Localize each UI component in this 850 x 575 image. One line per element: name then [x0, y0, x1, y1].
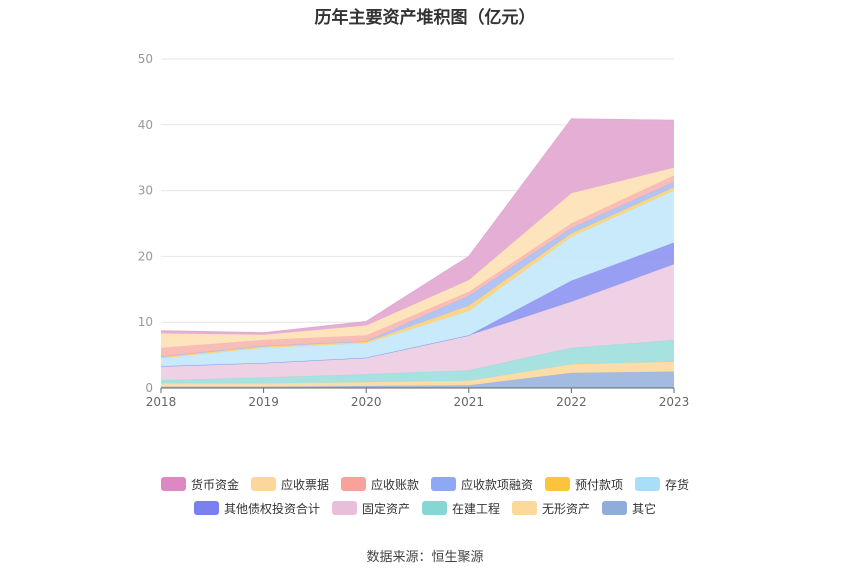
legend-item[interactable]: 其它 [602, 500, 656, 517]
legend-label: 货币资金 [190, 477, 239, 492]
x-tick-label: 2021 [454, 395, 485, 409]
x-tick-label: 2023 [659, 395, 690, 409]
legend-label: 在建工程 [451, 501, 500, 516]
legend-swatch [431, 477, 456, 491]
legend-item[interactable]: 无形资产 [512, 500, 590, 517]
legend-item[interactable]: 预付款项 [545, 476, 623, 493]
legend-swatch [250, 477, 276, 491]
chart-title: 历年主要资产堆积图（亿元） [314, 8, 536, 28]
legend-item[interactable]: 应收票据 [250, 476, 329, 493]
legend-item[interactable]: 在建工程 [421, 500, 500, 517]
legend-swatch [331, 501, 357, 515]
area-series [161, 167, 674, 348]
legend-row-2: 其他债权投资合计 固定资产 在建工程 无形资产 其它 [0, 496, 850, 520]
y-tick-label: 30 [138, 184, 153, 198]
legend-item[interactable]: 存货 [635, 476, 689, 493]
y-tick-label: 20 [138, 249, 153, 263]
legend-item[interactable]: 应收款项融资 [431, 476, 533, 493]
legend-row-1: 货币资金 应收票据 应收账款 应收款项融资 预付款项 存货 [0, 472, 850, 496]
stacked-area-chart: 0 10 20 30 40 50 2018 2019 2020 2021 2022 2023 [138, 52, 690, 409]
y-tick-label: 0 [145, 381, 153, 395]
area-series-edge [160, 118, 675, 334]
legend-item[interactable]: 固定资产 [331, 500, 410, 517]
legend-swatch [421, 501, 447, 515]
x-tick-label: 2020 [351, 395, 382, 409]
legend-label: 存货 [665, 477, 690, 492]
area-series [161, 182, 674, 358]
x-tick-label: 2018 [146, 395, 177, 409]
legend-item[interactable]: 应收账款 [340, 476, 419, 493]
legend-label: 固定资产 [361, 501, 410, 516]
legend-item[interactable]: 其他债权投资合计 [193, 500, 320, 517]
area-series [161, 190, 674, 367]
legend-swatch [602, 501, 628, 515]
legend-swatch [193, 501, 219, 515]
legend-swatch [340, 477, 366, 491]
legend-label: 应收票据 [280, 477, 329, 492]
data-source-note: 数据来源：恒生聚源 [366, 550, 484, 565]
area-series [161, 264, 674, 381]
legend-item[interactable]: 货币资金 [160, 476, 239, 493]
x-tick-label: 2022 [556, 395, 587, 409]
legend-label: 应收款项融资 [461, 477, 534, 492]
legend-swatch [512, 501, 537, 515]
y-tick-label: 50 [138, 52, 153, 66]
legend-label: 其他债权投资合计 [223, 501, 320, 516]
legend-label: 应收账款 [370, 477, 419, 492]
legend-label: 无形资产 [542, 501, 591, 516]
area-series [161, 371, 674, 388]
y-tick-label: 40 [138, 118, 153, 132]
legend-swatch [635, 477, 661, 491]
legend-swatch [160, 477, 186, 491]
area-series [161, 118, 674, 335]
legend-label: 其它 [632, 501, 657, 516]
legend-swatch [545, 477, 571, 491]
legend-label: 预付款项 [575, 477, 624, 492]
x-tick-label: 2019 [248, 395, 279, 409]
chart-legend: 货币资金 应收票据 应收账款 应收款项融资 预付款项 存货 其他债权投资合计 固定资产 在建工… [0, 472, 850, 520]
y-tick-label: 10 [138, 315, 153, 329]
